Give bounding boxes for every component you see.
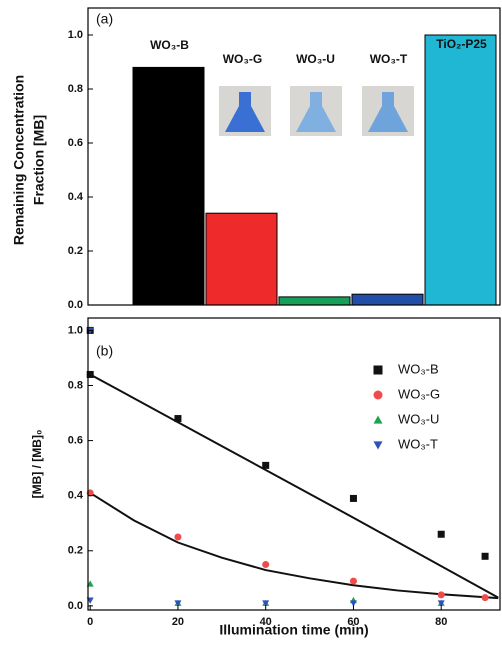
y-tick-label: 0.4: [68, 191, 84, 203]
point: [437, 591, 445, 599]
point: [174, 600, 182, 607]
legend-marker: [373, 390, 383, 400]
fit-line: [89, 373, 499, 599]
bar: [278, 296, 351, 306]
fit-line: [89, 492, 499, 600]
legend-label: WO₃-U: [398, 411, 439, 426]
flask: [368, 92, 408, 132]
plot-frame: [87, 7, 501, 306]
y-tick-label: 1.0: [68, 29, 83, 41]
legend-marker: [373, 441, 383, 450]
bar: [132, 66, 205, 306]
flask: [225, 92, 265, 132]
category-label: WO₃-T: [370, 52, 408, 66]
y-tick-label: 1.0: [68, 324, 83, 336]
y-axis-label: [MB] / [MB]₀: [30, 430, 44, 499]
y-tick-label: 0.6: [68, 434, 83, 446]
category-label: TiO₂-P25: [436, 37, 487, 51]
x-tick-label: 40: [260, 616, 272, 628]
point: [174, 533, 182, 541]
point: [437, 600, 445, 607]
point: [262, 561, 270, 569]
y-tick-label: 0.2: [68, 545, 83, 557]
category-label: WO₃-B: [150, 38, 189, 52]
y-tick-label: 0.8: [68, 83, 83, 95]
point: [262, 600, 270, 607]
legend-label: WO₃-G: [398, 386, 440, 401]
bar: [205, 212, 278, 306]
panel-label: (b): [96, 343, 113, 359]
y-tick-label: 0.8: [68, 379, 83, 391]
x-tick-label: 0: [87, 616, 93, 628]
x-tick-label: 20: [172, 616, 184, 628]
y-tick-label: 0.6: [68, 137, 83, 149]
flask: [296, 92, 336, 132]
category-label: WO₃-G: [223, 52, 263, 66]
x-tick-label: 80: [435, 616, 447, 628]
point: [262, 461, 270, 469]
y-tick-label: 0.2: [68, 245, 83, 257]
legend-label: WO₃-T: [398, 436, 438, 451]
point: [349, 600, 357, 607]
y-tick-label: 0.0: [68, 600, 83, 612]
category-label: WO₃-U: [296, 52, 335, 66]
legend-marker: [373, 365, 383, 375]
y-tick-label: 0.0: [68, 299, 83, 311]
panel-label: (a): [96, 11, 113, 27]
point: [174, 415, 182, 423]
x-tick-label: 60: [347, 616, 359, 628]
y-tick-label: 0.4: [68, 490, 84, 502]
legend-marker: [373, 415, 383, 424]
plot-frame: [87, 317, 501, 611]
point: [481, 552, 489, 560]
bar: [351, 293, 424, 306]
legend-label: WO₃-B: [398, 361, 439, 376]
point: [481, 594, 489, 602]
y-axis-label: Remaining Concentration: [11, 75, 27, 245]
bar: [424, 34, 497, 306]
point: [437, 530, 445, 538]
point: [86, 370, 94, 378]
x-axis-label: Illumination time (min): [219, 622, 368, 638]
y-axis-label: Fraction [MB]: [31, 115, 47, 205]
point: [349, 494, 357, 502]
point: [349, 577, 357, 585]
